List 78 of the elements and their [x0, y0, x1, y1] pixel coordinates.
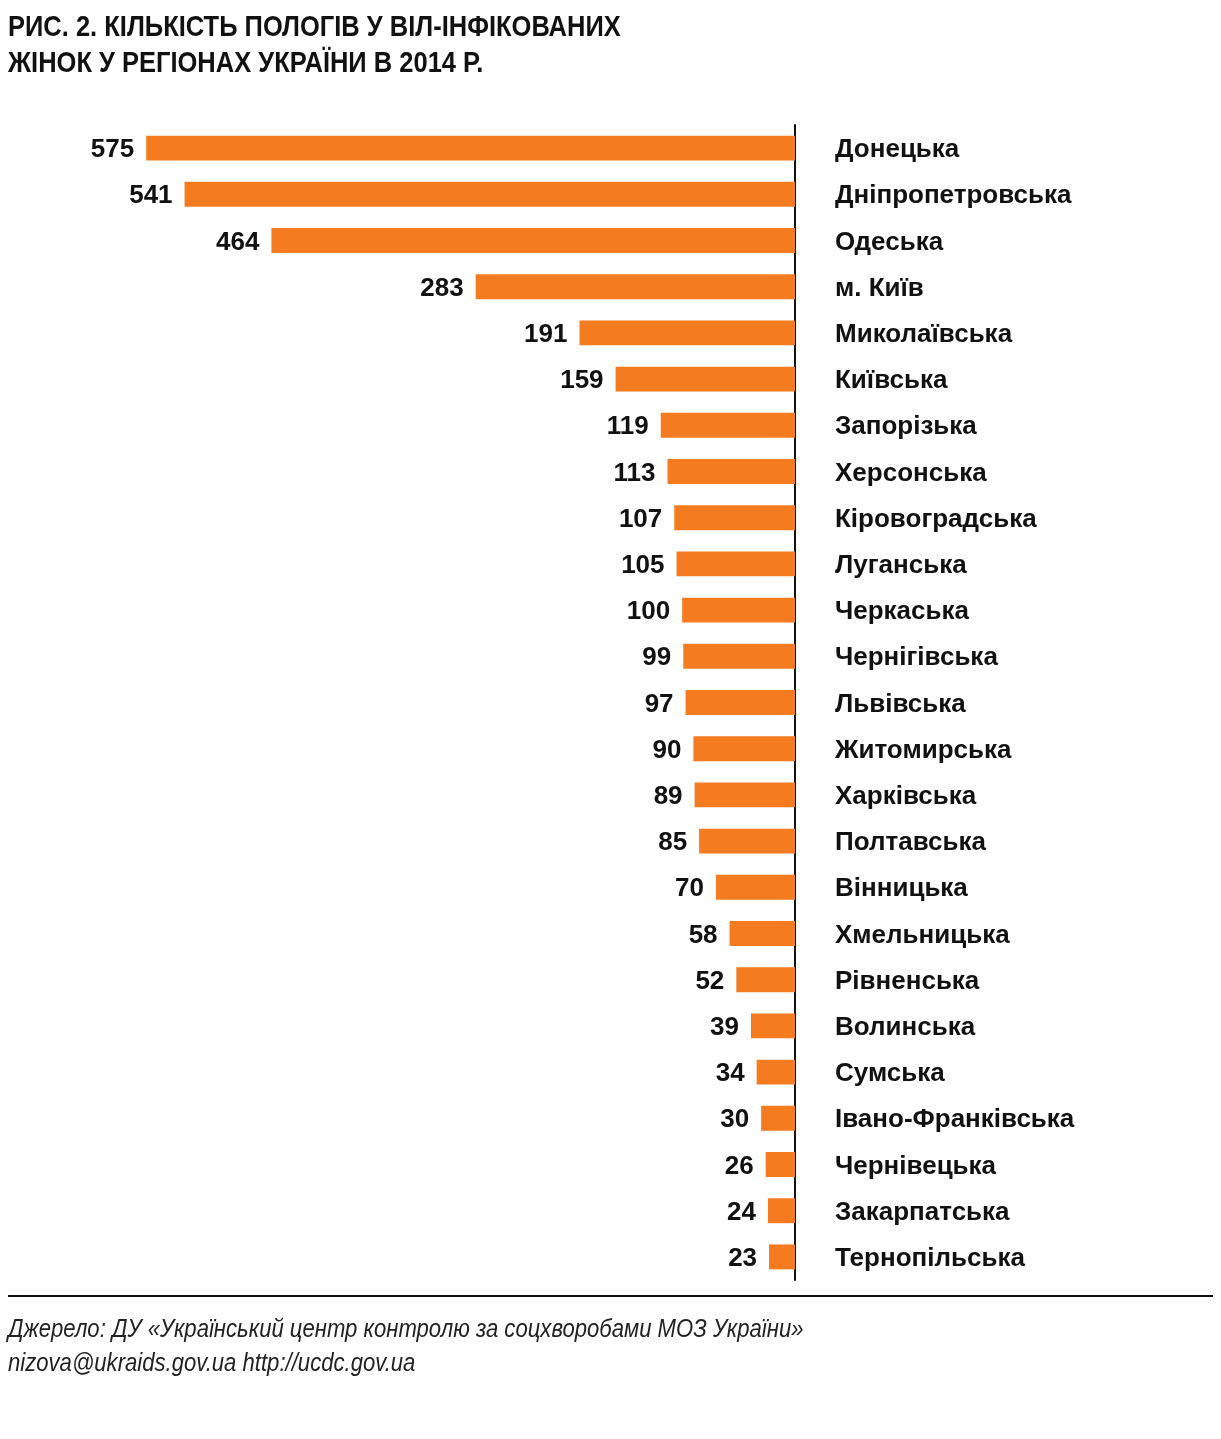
y-tick-label: Миколаївська — [835, 317, 1013, 348]
data-label: 541 — [129, 179, 173, 210]
bar — [716, 874, 795, 900]
text: Джерело: ДУ «Український центр контролю за соцхворобами МОЗ України» — [8, 1312, 805, 1345]
data-label: 34 — [715, 1057, 746, 1088]
bar — [767, 1198, 795, 1224]
y-tick-label: Сумська — [835, 1057, 946, 1088]
bar — [475, 274, 795, 300]
y-tick-label: Житомирська — [834, 733, 1012, 764]
bar — [769, 1244, 795, 1270]
y-tick-label: Львівська — [835, 687, 967, 718]
y-tick-label: Херсонська — [835, 456, 988, 487]
data-label: 89 — [653, 779, 683, 810]
y-tick-label: Чернігівська — [835, 641, 999, 672]
data-label: 100 — [626, 595, 671, 626]
data-label: 70 — [675, 872, 705, 903]
data-label: 23 — [728, 1241, 758, 1272]
y-tick-label: Волинська — [835, 1010, 976, 1041]
y-tick-label: Черкаська — [835, 595, 970, 626]
bar — [184, 181, 795, 207]
y-tick-label: Кіровоградська — [835, 502, 1038, 533]
data-label: 464 — [216, 225, 260, 256]
data-label: 159 — [560, 364, 604, 395]
bar — [676, 551, 795, 577]
data-label: 24 — [727, 1195, 757, 1226]
y-tick-label: Тернопільська — [835, 1241, 1026, 1272]
data-label: 113 — [613, 456, 656, 487]
bar — [694, 782, 795, 808]
data-label: 26 — [724, 1149, 754, 1180]
y-tick-label: Закарпатська — [835, 1195, 1011, 1226]
chart-title: РИС. 2. КІЛЬКІСТЬ ПОЛОГІВ У ВІЛ-ІНФІКОВАНИХ ЖІНОК У РЕГІОНАХ УКРАЇНИ В 2014 Р. — [8, 8, 622, 80]
y-tick-label: Одеська — [835, 225, 944, 256]
bar — [756, 1059, 795, 1085]
bar — [751, 1013, 795, 1039]
data-label: 575 — [90, 133, 135, 164]
bar — [615, 366, 795, 392]
y-tick-label: Рівненська — [835, 964, 980, 995]
bar — [765, 1152, 795, 1177]
data-label: 58 — [688, 918, 718, 949]
bar — [682, 597, 795, 623]
y-tick-label: Чернівецька — [835, 1149, 997, 1180]
y-tick-label: Дніпропетровська — [835, 179, 1073, 210]
y-tick-label: Вінницька — [835, 872, 969, 903]
y-tick-label: Полтавська — [835, 826, 987, 857]
data-label: 90 — [652, 733, 682, 764]
bar — [761, 1105, 795, 1131]
bar — [271, 228, 795, 253]
bar — [660, 412, 795, 438]
y-tick-label: Донецька — [835, 133, 960, 164]
bar — [729, 921, 795, 946]
y-tick-label: Харківська — [835, 779, 977, 810]
bar — [667, 459, 795, 484]
data-label: 107 — [618, 502, 663, 533]
bar — [736, 967, 795, 993]
bar — [683, 643, 795, 669]
data-label: 105 — [621, 548, 665, 579]
text: nizova@ukraids.gov.ua http://ucdc.gov.ua — [8, 1346, 417, 1379]
y-tick-label: Київська — [835, 364, 948, 395]
data-label: 85 — [658, 826, 688, 857]
bar — [685, 690, 795, 715]
y-tick-label: м. Київ — [835, 271, 924, 302]
data-label: 99 — [642, 641, 672, 672]
y-tick-label: Хмельницька — [835, 918, 1011, 949]
data-label: 52 — [695, 964, 725, 995]
data-label: 30 — [720, 1103, 750, 1134]
y-tick-label: Луганська — [835, 548, 968, 579]
data-label: 191 — [524, 317, 568, 348]
y-tick-label: Запорізька — [835, 410, 978, 441]
data-label: 97 — [644, 687, 674, 718]
bar — [579, 320, 795, 346]
data-label: 119 — [606, 410, 649, 441]
data-label: 283 — [420, 271, 464, 302]
bar — [699, 828, 795, 854]
y-tick-label: Івано-Франківська — [835, 1103, 1075, 1134]
data-label: 39 — [710, 1010, 739, 1041]
bar — [146, 135, 795, 161]
bar — [693, 736, 795, 762]
bar — [674, 505, 795, 531]
